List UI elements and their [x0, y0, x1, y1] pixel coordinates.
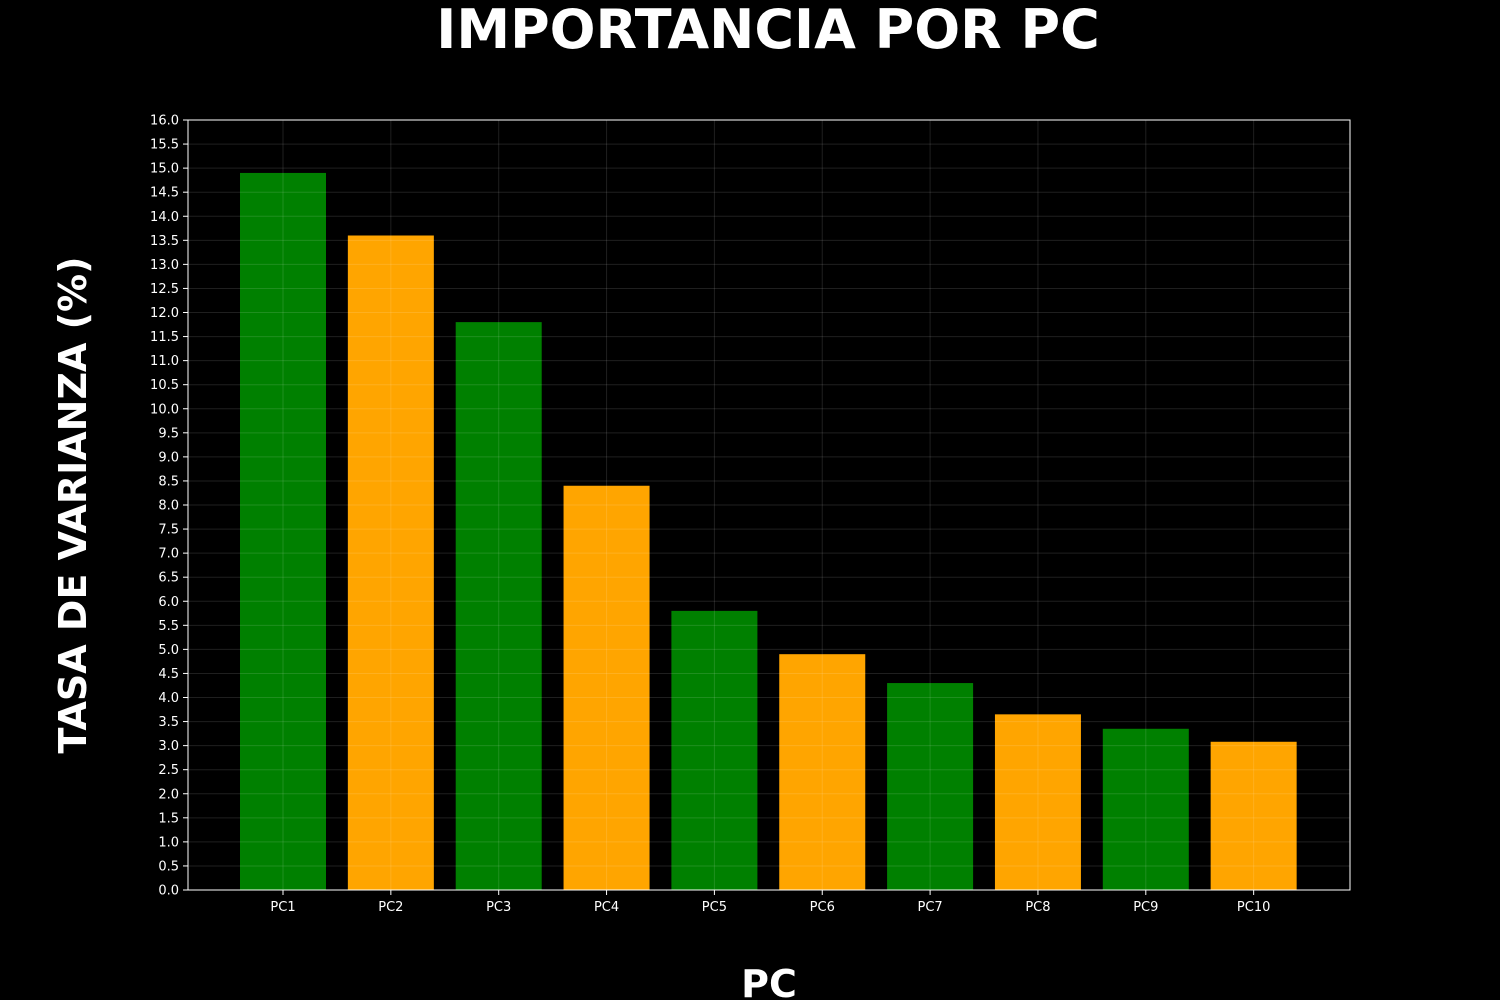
x-tick-label: PC6 — [810, 900, 835, 915]
x-tick-label: PC10 — [1237, 900, 1270, 915]
bar-pc7 — [887, 683, 974, 890]
y-tick-label: 7.0 — [158, 547, 179, 562]
chart-title: IMPORTANCIA POR PC — [436, 0, 1099, 61]
y-tick-label: 6.5 — [158, 571, 179, 586]
y-tick-label: 14.0 — [150, 210, 179, 225]
y-axis-ticks: 0.0 0.5 1.0 1.5 2.0 2.5 3.0 3.5 4.0 4.5 5.0 5.5 6.0 6… — [150, 114, 188, 899]
y-tick-label: 15.5 — [150, 138, 179, 153]
y-tick-label: 5.5 — [158, 619, 179, 634]
y-tick-label: 1.5 — [158, 811, 179, 826]
y-tick-label: 9.0 — [158, 450, 179, 465]
y-tick-label: 16.0 — [150, 114, 179, 129]
y-tick-label: 0.5 — [158, 859, 179, 874]
y-tick-label: 10.0 — [150, 402, 179, 417]
y-tick-label: 11.0 — [150, 354, 179, 369]
y-tick-label: 1.0 — [158, 835, 179, 850]
y-tick-label: 8.5 — [158, 474, 179, 489]
bar-pc9 — [1102, 728, 1189, 890]
bar-pc5 — [671, 610, 758, 890]
y-tick-label: 10.5 — [150, 378, 179, 393]
y-tick-label: 3.5 — [158, 715, 179, 730]
y-tick-label: 6.0 — [158, 595, 179, 610]
y-tick-label: 11.5 — [150, 330, 179, 345]
y-tick-label: 12.0 — [150, 306, 179, 321]
bar-pc1 — [240, 172, 326, 890]
bar-pc8 — [994, 714, 1081, 890]
y-tick-label: 3.0 — [158, 739, 179, 754]
bar-pc4 — [563, 485, 650, 890]
x-axis-ticks: PC1 PC2 PC3 PC4 PC5 PC6 PC7 PC8 PC9 PC10 — [270, 890, 1270, 915]
x-axis-label: PC — [741, 962, 797, 1000]
bar-pc2 — [347, 235, 434, 890]
x-tick-label: PC3 — [486, 900, 511, 915]
y-tick-label: 4.5 — [158, 667, 179, 682]
y-tick-label: 2.5 — [158, 763, 179, 778]
bar-pc6 — [779, 654, 866, 890]
x-tick-label: PC7 — [918, 900, 943, 915]
y-tick-label: 13.5 — [150, 234, 179, 249]
bars — [240, 172, 1297, 890]
x-tick-label: PC2 — [378, 900, 403, 915]
y-tick-label: 0.0 — [158, 884, 179, 899]
x-tick-label: PC5 — [702, 900, 727, 915]
y-tick-label: 8.0 — [158, 499, 179, 514]
y-tick-label: 14.5 — [150, 186, 179, 201]
y-tick-label: 12.5 — [150, 282, 179, 297]
grid-lines — [188, 119, 1350, 891]
y-tick-label: 15.0 — [150, 162, 179, 177]
y-tick-label: 9.5 — [158, 426, 179, 441]
bar-pc10 — [1210, 741, 1297, 890]
x-tick-label: PC1 — [270, 900, 295, 915]
y-tick-label: 2.0 — [158, 787, 179, 802]
plot-frame — [187, 119, 1351, 891]
x-tick-label: PC8 — [1025, 900, 1050, 915]
y-tick-label: 5.0 — [158, 643, 179, 658]
bar-pc3 — [455, 322, 542, 890]
y-axis-label: TASA DE VARIANZA (%) — [51, 257, 95, 754]
x-tick-label: PC9 — [1133, 900, 1158, 915]
y-tick-label: 4.0 — [158, 691, 179, 706]
x-tick-label: PC4 — [594, 900, 619, 915]
y-tick-label: 13.0 — [150, 258, 179, 273]
y-tick-label: 7.5 — [158, 523, 179, 538]
